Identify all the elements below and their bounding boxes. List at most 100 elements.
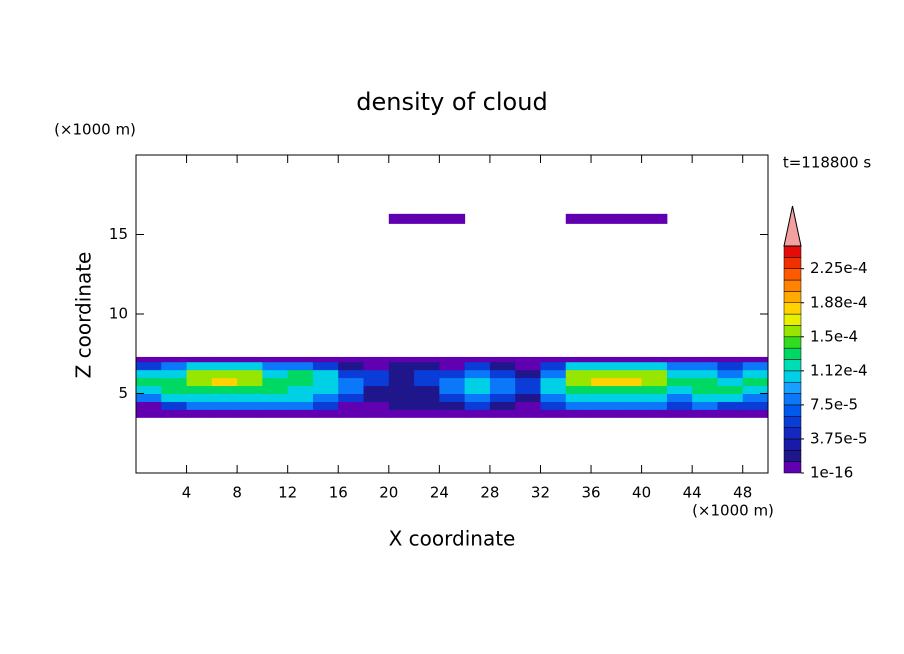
contour-cell [666,401,693,410]
contour-cell [666,361,693,371]
contour-cell [591,401,617,410]
contour-cell [717,409,744,418]
contour-cell [414,393,440,402]
contour-cell [742,356,769,363]
contour-cell [388,361,415,371]
contour-cell [237,385,263,394]
contour-cell [515,393,541,402]
contour-cell [262,356,289,363]
x-tick-label: 20 [379,484,398,502]
contour-cell [616,356,643,363]
contour-cell [186,409,213,418]
contour-cell [666,377,693,387]
contour-cell [161,401,188,410]
contour-cell [439,401,466,410]
contour-cell [237,401,263,410]
contour-cell [717,361,744,371]
colorbar-label: 2.25e-4 [810,259,868,277]
colorbar-band [783,245,802,258]
contour-cell [717,401,744,410]
contour-cell [692,377,718,387]
contour-cell [641,409,668,418]
contour-cell [692,356,718,363]
colorbar-label: 7.5e-5 [810,395,858,413]
colorbar-band [783,461,802,474]
contour-cell [363,356,390,363]
contour-cell [363,393,390,402]
contour-cell [591,393,617,402]
colorbar-label: 1.88e-4 [810,293,868,311]
contour-cell [515,356,541,363]
contour-cell [388,401,415,410]
contour-cell [312,401,339,410]
contour-cell [388,393,415,402]
colorbar-extend [783,205,802,247]
contour-cell [136,377,162,387]
colorbar-band [783,359,802,372]
contour-cell [262,393,289,402]
contour-cell [211,377,238,387]
contour-cell [414,213,440,224]
contour-cell [464,361,491,371]
contour-cell [439,369,466,379]
contour-cell [489,409,516,418]
contour-cell [439,385,466,394]
contour-cell [414,401,440,410]
contour-cell [464,409,491,418]
contour-cell [388,409,415,418]
contour-cell [414,409,440,418]
contour-cell [540,369,567,379]
contour-cell [591,356,617,363]
contour-cell [161,385,188,394]
contour-cell [312,369,339,379]
contour-cell [742,377,769,387]
y-tick-label: 5 [118,384,128,402]
time-label: t=118800 s [783,154,871,172]
contour-cell [591,377,617,387]
contour-cell [161,393,188,402]
contour-cell [666,356,693,363]
contour-cell [161,377,188,387]
contour-cell [489,401,516,410]
contour-cell [136,385,162,394]
contour-cell [565,393,592,402]
colorbar-label: 3.75e-5 [810,429,868,447]
contour-cell [262,409,289,418]
x-tick-label: 44 [683,484,702,502]
contour-cell [692,385,718,394]
contour-cell [237,356,263,363]
x-tick-label: 4 [182,484,192,502]
contour-cell [565,401,592,410]
contour-cell [237,393,263,402]
contour-cell [641,401,668,410]
x-tick-label: 8 [232,484,242,502]
contour-cell [717,385,744,394]
colorbar-band [783,325,802,338]
contour-cell [287,369,314,379]
contour-cell [338,356,365,363]
contour-cell [211,393,238,402]
contour-cell [262,369,289,379]
contour-cell [414,369,440,379]
contour-cell [439,377,466,387]
contour-cell [312,361,339,371]
contour-cell [186,369,213,379]
contour-cell [439,361,466,371]
contour-cell [464,369,491,379]
colorbar-band [783,370,802,383]
contour-cell [565,369,592,379]
contour-cell [338,385,365,394]
contour-cell [464,377,491,387]
contour-cell [540,377,567,387]
contour-cell [287,409,314,418]
contour-cell [439,393,466,402]
contour-cell [388,385,415,394]
contour-cell [136,393,162,402]
y-axis-label: Z coordinate [72,252,96,379]
contour-cell [287,401,314,410]
contour-cell [161,409,188,418]
contour-cell [489,369,516,379]
contour-cell [540,385,567,394]
contour-cell [338,401,365,410]
